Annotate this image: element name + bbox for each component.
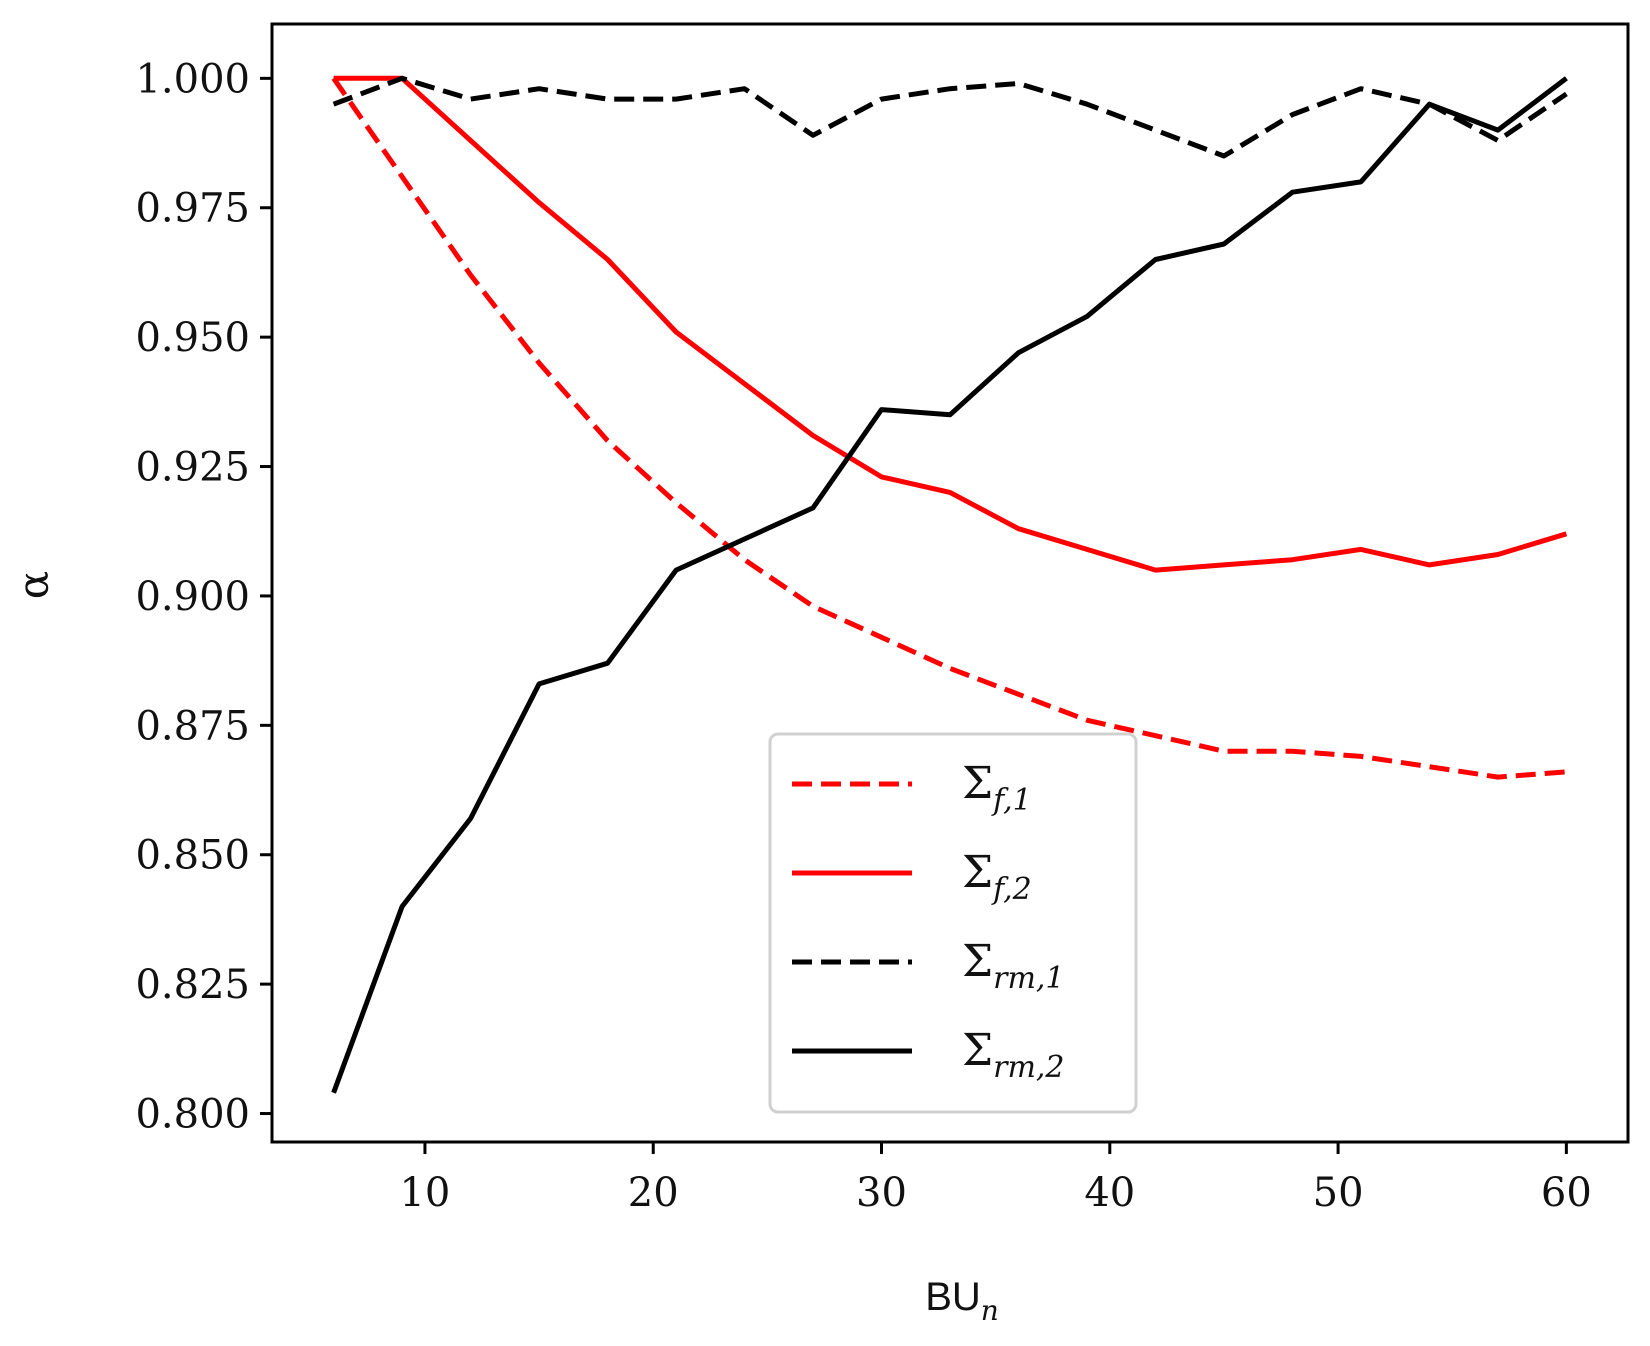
y-tick-label: 0.850 (135, 833, 250, 879)
x-axis-label-subscript: n (981, 1294, 999, 1327)
x-axis-label-main: BU (925, 1275, 981, 1319)
legend-label-2: Σf,2 (962, 847, 1032, 907)
legend-label-subscript: rm,1 (993, 961, 1064, 996)
series-line-3 (332, 75, 1568, 159)
series-line-4 (331, 76, 1568, 1094)
legend-label-4: Σrm,2 (962, 1025, 1065, 1085)
legend-label-symbol: Σ (962, 758, 993, 809)
legend-label-subscript: f,2 (991, 872, 1032, 907)
y-tick-label: 0.975 (135, 186, 250, 232)
y-tick-label: 0.825 (135, 962, 250, 1008)
legend-label-symbol: Σ (962, 847, 993, 898)
y-tick-label: 1.000 (135, 56, 250, 102)
legend-box (768, 732, 1138, 1114)
y-tick-label: 0.800 (135, 1092, 250, 1138)
y-tick-label: 0.875 (135, 703, 250, 749)
x-axis-label: BUn (925, 1275, 999, 1327)
x-tick-label: 60 (1541, 1170, 1592, 1216)
x-tick-label: 30 (856, 1170, 907, 1216)
tick-layer: 10 20 30 40 50 60 0.800 0.825 0.850 0.875 0.900 0.9… (135, 56, 1591, 1216)
x-tick-label: 50 (1313, 1170, 1364, 1216)
legend-label-1: Σf,1 (962, 758, 1032, 818)
series-line-1 (331, 76, 1567, 780)
series-layer (331, 75, 1568, 1094)
y-tick-label: 0.925 (135, 445, 250, 491)
legend-label-subscript: rm,2 (993, 1050, 1064, 1085)
y-tick-label: 0.950 (135, 315, 250, 361)
x-tick-label: 10 (399, 1170, 450, 1216)
plot-frame (270, 22, 1630, 1144)
legend-label-symbol: Σ (962, 1025, 993, 1076)
y-axis-label: α (9, 571, 58, 599)
y-tick-label: 0.900 (135, 574, 250, 620)
x-tick-label: 20 (628, 1170, 679, 1216)
legend-label-subscript: f,1 (991, 783, 1032, 818)
legend-label-symbol: Σ (962, 936, 993, 987)
series-line-2 (333, 75, 1568, 573)
legend-label-3: Σrm,1 (962, 936, 1065, 996)
x-tick-label: 40 (1084, 1170, 1135, 1216)
